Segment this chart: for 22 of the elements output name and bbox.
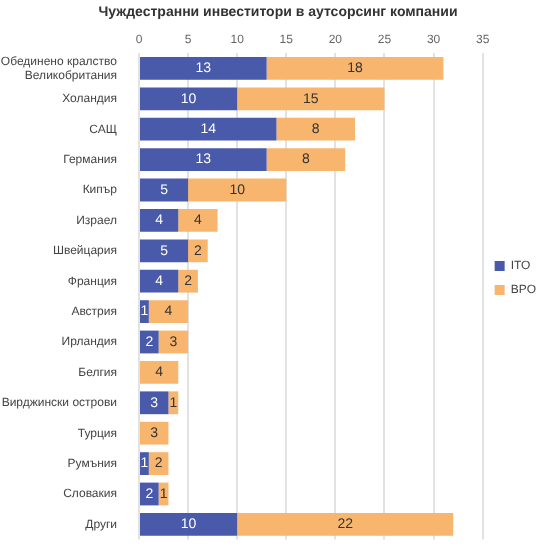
bar <box>140 178 189 202</box>
bar <box>237 513 454 536</box>
bar <box>188 239 208 263</box>
bar <box>188 178 287 202</box>
bar <box>140 421 169 445</box>
bar <box>140 513 238 536</box>
bar <box>140 117 277 141</box>
bar <box>140 361 179 384</box>
bar <box>140 391 169 415</box>
bar <box>148 300 189 323</box>
bar <box>266 57 444 80</box>
bar <box>140 87 238 111</box>
bar <box>276 117 356 141</box>
bar <box>178 209 218 232</box>
bar <box>140 209 179 232</box>
bar <box>140 269 179 293</box>
bar <box>140 148 267 171</box>
bar <box>178 269 198 293</box>
bar <box>140 57 267 80</box>
bar <box>140 239 189 263</box>
bar <box>237 87 385 111</box>
bar <box>266 148 346 171</box>
